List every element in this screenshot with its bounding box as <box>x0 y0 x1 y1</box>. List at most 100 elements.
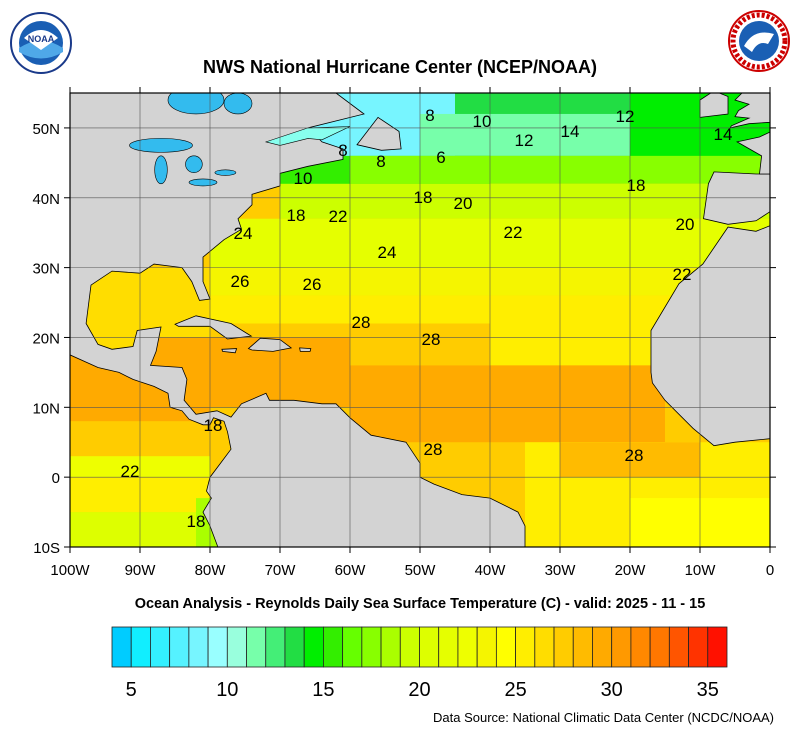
contour-label: 20 <box>454 194 473 213</box>
colorbar-label: 20 <box>408 679 430 700</box>
lon-label: 30W <box>545 562 577 579</box>
lon-label: 0 <box>766 562 774 579</box>
nws-logo <box>728 10 790 72</box>
colorbar-swatch <box>515 626 536 668</box>
lake <box>188 178 218 187</box>
contour-label: 8 <box>338 141 347 160</box>
lat-label: 20N <box>32 330 60 347</box>
map-subtitle: Ocean Analysis - Reynolds Daily Sea Surf… <box>134 596 706 612</box>
colorbar-swatch <box>246 626 267 668</box>
contour-label: 18 <box>204 416 223 435</box>
svg-text:NOAA: NOAA <box>28 34 55 44</box>
sst-map: 8 10 12 14 12 14 8 8 6 10 18 20 18 18 22 22 20 24 24 26 26 22… <box>32 87 776 579</box>
contour-label: 18 <box>627 176 646 195</box>
colorbar-swatch <box>553 626 574 668</box>
colorbar-swatch <box>572 626 593 668</box>
colorbar-swatch <box>707 626 728 668</box>
land-britain <box>729 93 770 129</box>
colorbar-swatch <box>476 626 497 668</box>
colorbar-label: 10 <box>216 679 238 700</box>
colorbar-swatch <box>380 626 401 668</box>
lon-label: 50W <box>405 562 437 579</box>
contour-label: 14 <box>714 125 733 144</box>
contour-label: 22 <box>673 265 692 284</box>
lat-label: 10N <box>32 400 60 417</box>
colorbar-label: 35 <box>697 679 719 700</box>
lon-label: 80W <box>195 562 227 579</box>
land-newfoundland <box>356 116 402 151</box>
contour-label: 6 <box>436 148 445 167</box>
lon-label: 40W <box>475 562 507 579</box>
colorbar-swatch <box>226 626 247 668</box>
colorbar-swatch <box>495 626 516 668</box>
colorbar-swatch <box>419 626 440 668</box>
colorbar-label: 30 <box>601 679 623 700</box>
lat-label: 30N <box>32 261 60 278</box>
contour-label: 10 <box>294 169 313 188</box>
colorbar-swatch <box>169 626 190 668</box>
colorbar-swatch <box>438 626 459 668</box>
contour-label: 28 <box>625 446 644 465</box>
sst-region <box>175 267 770 296</box>
colorbar-swatch <box>342 626 363 668</box>
lon-label: 90W <box>125 562 157 579</box>
sst-region <box>420 113 630 156</box>
colorbar-swatch <box>265 626 286 668</box>
colorbar-swatch <box>399 626 420 668</box>
contour-label: 24 <box>234 224 253 243</box>
contour-label: 24 <box>378 243 397 262</box>
land-france <box>735 131 770 175</box>
colorbar-swatch <box>668 626 689 668</box>
colorbar-swatch <box>207 626 228 668</box>
contour-label: 26 <box>231 272 250 291</box>
noaa-logo: NOAA <box>10 12 72 74</box>
colorbar-swatch <box>592 626 613 668</box>
colorbar-swatch <box>534 626 555 668</box>
contour-label: 22 <box>504 223 523 242</box>
land-americas <box>70 93 526 547</box>
contour-label: 28 <box>422 330 441 349</box>
lake <box>214 169 237 176</box>
contour-label: 14 <box>561 122 580 141</box>
land-puerto-rico <box>299 347 312 352</box>
land-hispaniola <box>247 337 293 352</box>
lon-label: 100W <box>50 562 90 579</box>
data-source: Data Source: National Climatic Data Cent… <box>433 710 774 725</box>
colorbar-swatch <box>611 626 632 668</box>
colorbar-swatch <box>130 626 151 668</box>
colorbar-label: 5 <box>126 679 137 700</box>
colorbar-swatch <box>457 626 478 668</box>
contour-label: 20 <box>676 215 695 234</box>
contour-label: 8 <box>425 106 434 125</box>
lake <box>223 93 253 115</box>
sst-region <box>280 183 770 219</box>
colorbar-swatch <box>303 626 324 668</box>
contour-label: 18 <box>414 188 433 207</box>
lat-label: 50N <box>32 121 60 138</box>
contour-label: 28 <box>424 440 443 459</box>
lat-label: 10S <box>33 540 60 557</box>
lon-label: 60W <box>335 562 367 579</box>
lat-label: 40N <box>32 191 60 208</box>
colorbar-swatch <box>284 626 305 668</box>
lake <box>167 93 225 115</box>
lake <box>129 138 193 153</box>
contour-label: 12 <box>515 131 534 150</box>
contour-label: 28 <box>352 313 371 332</box>
colorbar-swatch <box>111 626 132 668</box>
lon-label: 20W <box>615 562 647 579</box>
colorbar-swatch <box>150 626 171 668</box>
contour-label: 22 <box>121 462 140 481</box>
lon-label: 10W <box>685 562 717 579</box>
colorbar-swatch <box>361 626 382 668</box>
colorbar-label: 25 <box>504 679 526 700</box>
land-africa <box>650 225 770 447</box>
contour-label: 22 <box>329 207 348 226</box>
colorbar-swatch <box>649 626 670 668</box>
colorbar-label: 15 <box>312 679 334 700</box>
colorbar: 5 10 15 20 25 30 35 <box>111 626 728 700</box>
lake <box>154 155 168 185</box>
contour-label: 10 <box>473 112 492 131</box>
lon-label: 70W <box>265 562 297 579</box>
